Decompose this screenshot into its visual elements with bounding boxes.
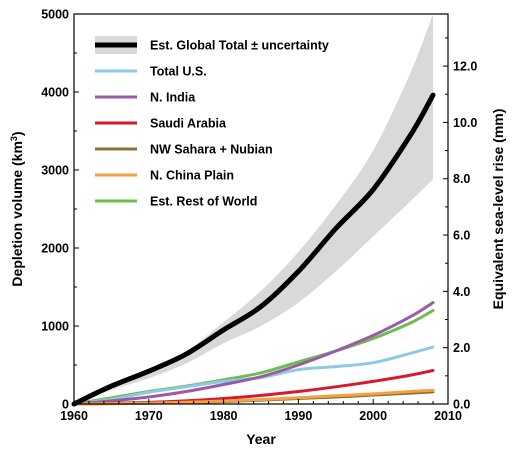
y-tick-label: 2000 bbox=[41, 242, 69, 256]
legend-label-4: NW Sahara + Nubian bbox=[150, 143, 273, 157]
y2-tick-label: 4.0 bbox=[453, 285, 470, 299]
y-axis-title-end: ) bbox=[9, 131, 25, 136]
uncertainty-band-layer bbox=[74, 14, 433, 404]
legend-label-5: N. China Plain bbox=[150, 169, 234, 183]
y2-tick-label: 2.0 bbox=[453, 341, 470, 355]
x-axis: 1960 1970 1980 1990 2000 2010 bbox=[60, 399, 462, 423]
legend-label-1: Total U.S. bbox=[150, 65, 207, 79]
uncertainty-band bbox=[74, 14, 433, 404]
legend-label-3: Saudi Arabia bbox=[150, 117, 227, 131]
y2-tick-label: 0.0 bbox=[453, 398, 470, 412]
y-axis-right: 0.0 2.0 4.0 6.0 8.0 10.0 12.0 bbox=[443, 37, 477, 412]
y-tick-label: 1000 bbox=[41, 320, 69, 334]
x-tick-label: 1990 bbox=[284, 409, 312, 423]
x-tick-label: 2010 bbox=[434, 409, 462, 423]
y-tick-label: 0 bbox=[62, 398, 69, 412]
x-tick-label: 1960 bbox=[60, 409, 88, 423]
legend-label-0: Est. Global Total ± uncertainty bbox=[150, 39, 329, 53]
legend: Est. Global Total ± uncertainty Total U.S… bbox=[95, 36, 329, 209]
y2-tick-label: 10.0 bbox=[453, 116, 477, 130]
x-axis-title: Year bbox=[246, 431, 276, 447]
y-axis-title-superscript: 3 bbox=[9, 136, 19, 141]
x-tick-label: 2000 bbox=[359, 409, 387, 423]
series-line-0 bbox=[71, 92, 436, 407]
series-layer bbox=[71, 92, 436, 407]
y2-tick-label: 8.0 bbox=[453, 172, 470, 186]
y-axis-left: 0 1000 2000 3000 4000 5000 bbox=[41, 8, 79, 412]
y2-tick-label: 12.0 bbox=[453, 60, 477, 74]
y2-tick-label: 6.0 bbox=[453, 229, 470, 243]
y-tick-label: 5000 bbox=[41, 8, 69, 22]
x-tick-label: 1970 bbox=[135, 409, 163, 423]
y-axis-title-main: Depletion volume (km bbox=[9, 141, 25, 286]
y2-axis-title: Equivalent sea-level rise (mm) bbox=[490, 109, 506, 310]
y-tick-label: 3000 bbox=[41, 164, 69, 178]
series-line-5 bbox=[72, 388, 435, 406]
series-line-2 bbox=[72, 301, 435, 406]
y-tick-label: 4000 bbox=[41, 86, 69, 100]
legend-label-6: Est. Rest of World bbox=[150, 195, 257, 209]
y-axis-title: Depletion volume (km3) bbox=[9, 131, 25, 286]
x-tick-label: 1980 bbox=[210, 409, 238, 423]
legend-label-2: N. India bbox=[150, 91, 196, 105]
